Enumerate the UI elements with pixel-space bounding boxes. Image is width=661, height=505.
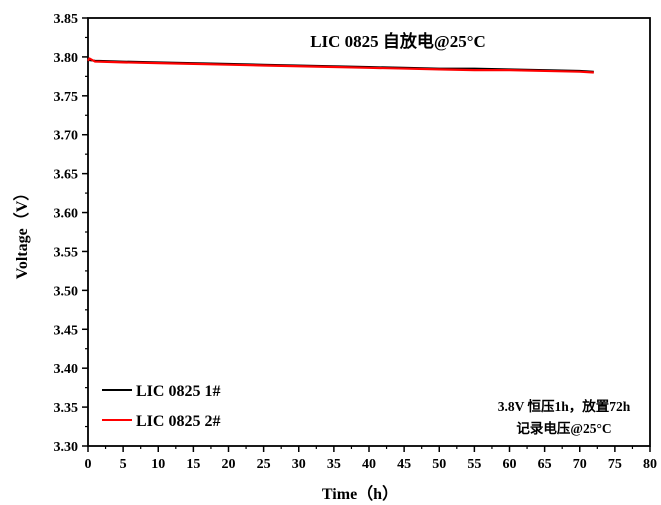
y-tick-label: 3.80 bbox=[54, 51, 79, 66]
y-axis-title: Voltage（V） bbox=[13, 185, 31, 280]
annotation-line-1: 3.8V 恒压1h，放置72h bbox=[498, 398, 631, 414]
x-tick-label: 70 bbox=[573, 457, 587, 472]
axis-ticks bbox=[82, 17, 651, 452]
legend-label-series-1: LIC 0825 1# bbox=[136, 383, 220, 400]
x-tick-label: 20 bbox=[222, 457, 236, 472]
x-tick-labels: 0 5 10 15 20 25 30 35 40 45 50 55 60 65 70 75 80 bbox=[85, 457, 658, 472]
legend-label-series-2: LIC 0825 2# bbox=[136, 413, 220, 430]
x-tick-label: 80 bbox=[643, 457, 657, 472]
x-tick-label: 45 bbox=[397, 457, 411, 472]
y-tick-label: 3.55 bbox=[54, 245, 79, 260]
y-tick-label: 3.50 bbox=[54, 284, 79, 299]
x-tick-label: 10 bbox=[151, 457, 165, 472]
y-tick-label: 3.65 bbox=[54, 168, 79, 183]
y-tick-label: 3.40 bbox=[54, 362, 79, 377]
x-tick-label: 30 bbox=[292, 457, 306, 472]
x-tick-label: 50 bbox=[432, 457, 446, 472]
series-lines bbox=[87, 57, 594, 74]
x-tick-label: 60 bbox=[503, 457, 517, 472]
x-tick-label: 25 bbox=[257, 457, 271, 472]
y-tick-labels: 3.30 3.35 3.40 3.45 3.50 3.55 3.60 3.65 3.70 3.75… bbox=[54, 12, 79, 455]
y-tick-label: 3.60 bbox=[54, 207, 79, 222]
y-tick-label: 3.45 bbox=[54, 323, 79, 338]
x-axis-title: Time（h） bbox=[322, 485, 398, 503]
y-tick-label: 3.35 bbox=[54, 401, 79, 416]
annotation: 3.8V 恒压1h，放置72h 记录电压@25°C bbox=[498, 398, 631, 436]
x-tick-label: 5 bbox=[120, 457, 127, 472]
plot-frame bbox=[87, 17, 651, 447]
series-line-2 bbox=[87, 57, 594, 74]
x-tick-label: 0 bbox=[85, 457, 92, 472]
x-tick-label: 35 bbox=[327, 457, 341, 472]
x-tick-label: 55 bbox=[467, 457, 481, 472]
y-tick-label: 3.85 bbox=[54, 12, 79, 27]
x-tick-label: 75 bbox=[608, 457, 622, 472]
x-tick-label: 15 bbox=[186, 457, 200, 472]
y-tick-label: 3.75 bbox=[54, 90, 79, 105]
legend: LIC 0825 1# LIC 0825 2# bbox=[102, 383, 220, 430]
y-tick-label: 3.30 bbox=[54, 440, 79, 455]
chart-title: LIC 0825 自放电@25°C bbox=[310, 31, 486, 51]
annotation-line-2: 记录电压@25°C bbox=[516, 420, 611, 436]
x-tick-label: 40 bbox=[362, 457, 376, 472]
y-tick-label: 3.70 bbox=[54, 129, 79, 144]
x-tick-label: 65 bbox=[538, 457, 552, 472]
